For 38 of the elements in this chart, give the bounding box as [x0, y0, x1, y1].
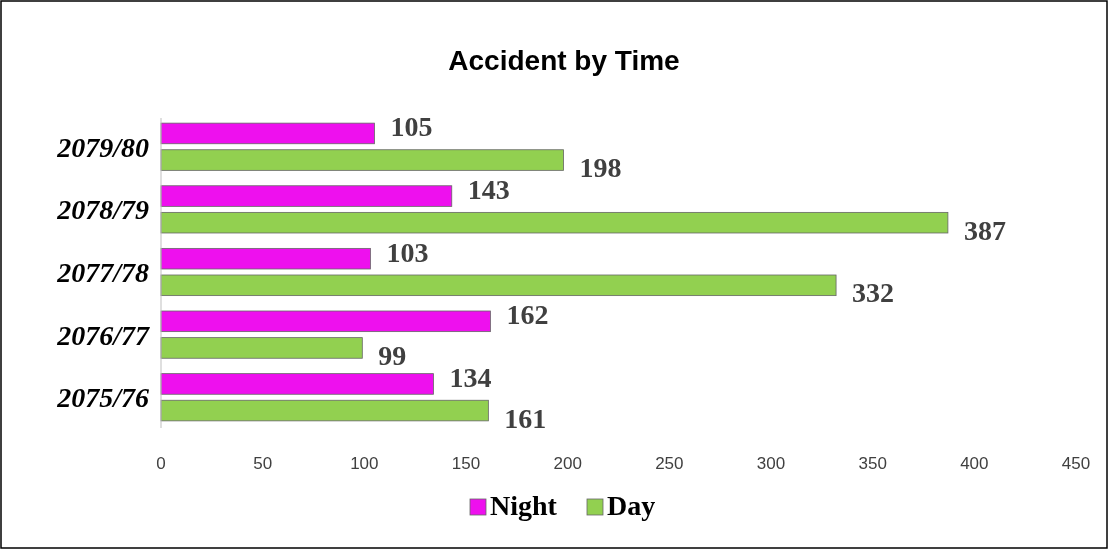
y-tick-label: 2076/77 — [56, 319, 150, 351]
x-tick-label: 350 — [858, 454, 887, 473]
chart-title: Accident by Time — [448, 45, 680, 76]
data-label: 105 — [390, 111, 433, 143]
bar — [160, 399, 489, 422]
bar — [160, 247, 371, 270]
bar — [160, 337, 363, 359]
bar — [160, 274, 837, 297]
x-tick-label: 150 — [451, 454, 481, 473]
legend-label: Day — [607, 490, 656, 521]
legend-label: Night — [490, 490, 558, 521]
x-tick-label: 50 — [253, 454, 273, 473]
bar — [160, 373, 434, 395]
data-label: 161 — [504, 402, 547, 434]
x-tick-label: 400 — [960, 454, 989, 473]
data-label: 332 — [852, 277, 895, 309]
y-tick-label: 2078/79 — [56, 194, 149, 226]
data-label: 162 — [506, 299, 549, 331]
data-label: 387 — [963, 214, 1006, 246]
y-tick-label: 2077/78 — [56, 257, 149, 288]
data-label: 134 — [449, 361, 492, 393]
y-tick-label: 2079/80 — [56, 131, 149, 163]
bar — [160, 211, 949, 234]
bar — [160, 149, 564, 171]
data-label: 99 — [378, 339, 407, 371]
bar — [160, 185, 453, 207]
x-tick-label: 300 — [756, 454, 786, 473]
y-tick-label: 2075/76 — [56, 382, 149, 414]
x-tick-label: 200 — [553, 454, 582, 473]
x-tick-label: 450 — [1061, 454, 1091, 473]
data-label: 103 — [386, 236, 429, 268]
bar — [160, 310, 491, 333]
x-tick-label: 100 — [350, 454, 379, 473]
bar — [160, 122, 375, 145]
x-tick-label: 0 — [156, 454, 166, 473]
data-label: 198 — [579, 152, 622, 184]
data-label: 143 — [467, 174, 510, 206]
x-tick-label: 250 — [655, 454, 684, 473]
